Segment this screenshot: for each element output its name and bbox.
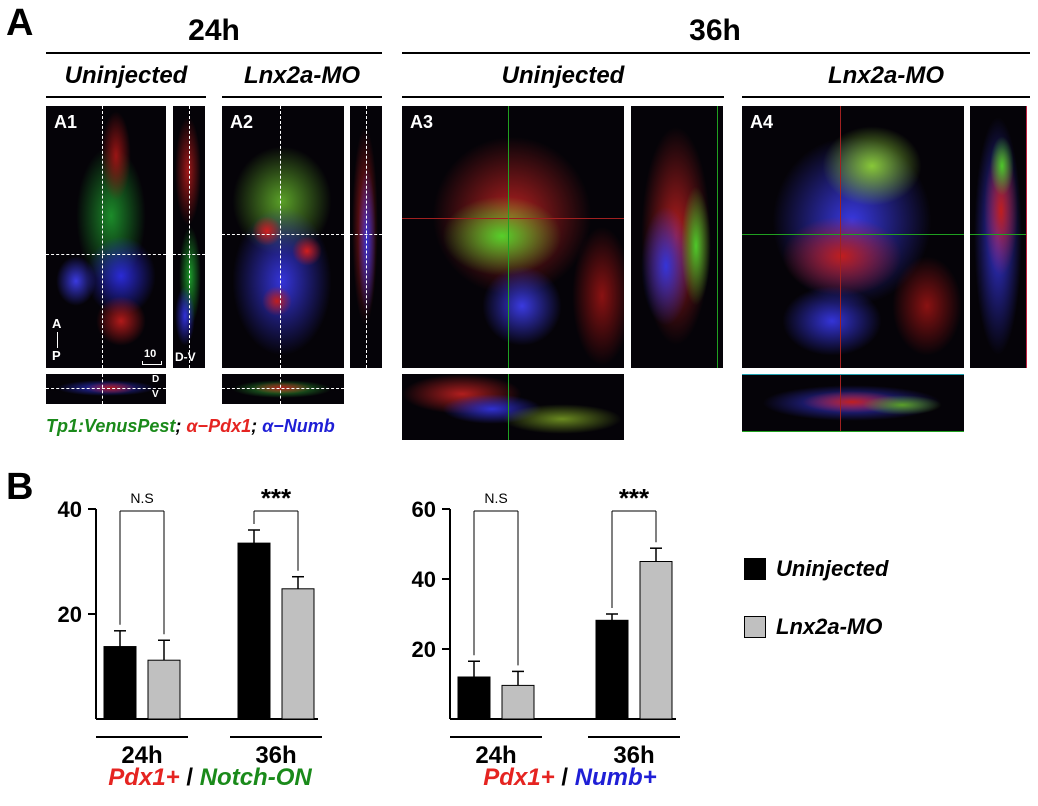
y-tick-label: 60 bbox=[412, 497, 436, 522]
condition-uninjected-24h: Uninjected bbox=[64, 62, 188, 89]
label-a1: A1 bbox=[54, 112, 78, 132]
caption-numb: α−Numb bbox=[262, 416, 335, 436]
category-label: 36h bbox=[613, 742, 654, 769]
xlabel-left-notch: Notch-ON bbox=[199, 764, 312, 791]
timepoint-24h: 24h bbox=[188, 14, 240, 47]
rule-uninjected-24h bbox=[46, 96, 206, 98]
significance-label: *** bbox=[619, 483, 650, 513]
micrograph-a1: A1 A P 10 bbox=[46, 106, 166, 368]
bar-uninjected-36h bbox=[237, 542, 271, 720]
legend-item-mo: Lnx2a-MO bbox=[744, 614, 888, 640]
y-tick-label: 40 bbox=[412, 567, 436, 592]
category-label: 36h bbox=[255, 742, 296, 769]
chart-numb: 20 40 60 N.S 24h *** 36h bbox=[412, 483, 680, 769]
rule-36h bbox=[402, 52, 1030, 54]
micrograph-a2-bottom bbox=[222, 374, 344, 404]
caption-pdx1: α−Pdx1 bbox=[186, 416, 252, 436]
xlabel-right-numb: Numb+ bbox=[574, 764, 657, 791]
micrograph-a4-side bbox=[970, 106, 1027, 368]
legend-item-uninjected: Uninjected bbox=[744, 556, 888, 582]
axis-arrow bbox=[57, 332, 58, 348]
micrograph-a3-bottom bbox=[402, 374, 624, 440]
bar-uninjected-24h bbox=[457, 676, 491, 720]
legend-swatch-uninjected bbox=[744, 558, 766, 580]
label-a3: A3 bbox=[410, 112, 434, 132]
rule-mo-24h bbox=[222, 96, 382, 98]
legend-label-uninjected: Uninjected bbox=[776, 556, 889, 581]
condition-mo-36h: Lnx2a-MO bbox=[827, 62, 944, 89]
bar-uninjected-24h bbox=[103, 646, 137, 720]
xlabel-left-pdx1: Pdx1+ bbox=[108, 764, 180, 791]
significance-label: N.S bbox=[484, 490, 507, 506]
v-label: V bbox=[152, 389, 159, 400]
bar-lnx2a-mo-24h bbox=[147, 659, 181, 720]
micrograph-a2-side bbox=[350, 106, 382, 368]
stain-caption: Tp1:VenusPest; α−Pdx1; α−Numb bbox=[46, 416, 335, 437]
xlabel-left-sep: / bbox=[179, 764, 200, 791]
condition-uninjected-36h: Uninjected bbox=[501, 62, 625, 89]
legend-label-mo: Lnx2a-MO bbox=[776, 614, 883, 639]
timepoint-36h: 36h bbox=[689, 14, 741, 47]
micrograph-a3: A3 bbox=[402, 106, 624, 368]
y-tick-label: 20 bbox=[58, 602, 82, 627]
chart-notch-on: 20 40 N.S 24h *** 36h bbox=[58, 483, 322, 769]
rule-24h bbox=[46, 52, 382, 54]
category-label: 24h bbox=[475, 742, 516, 769]
xlabel-right: Pdx1+ / Numb+ bbox=[420, 764, 720, 792]
significance-label: *** bbox=[261, 483, 292, 513]
micrograph-a3-side bbox=[631, 106, 723, 368]
caption-venus: Tp1:VenusPest bbox=[46, 416, 176, 436]
bar-lnx2a-mo-36h bbox=[639, 561, 673, 720]
caption-sep1: ; bbox=[175, 416, 182, 436]
bar-uninjected-36h bbox=[595, 619, 629, 720]
micrograph-a1-side: D-V bbox=[173, 106, 205, 368]
panel-letter-b: B bbox=[6, 466, 34, 508]
legend-swatch-mo bbox=[744, 616, 766, 638]
bar-lnx2a-mo-36h bbox=[281, 588, 315, 720]
axis-p-label: P bbox=[52, 348, 61, 363]
y-tick-label: 20 bbox=[412, 637, 436, 662]
d-label: D bbox=[152, 374, 160, 385]
condition-mo-24h: Lnx2a-MO bbox=[243, 62, 360, 89]
scale-label: 10 bbox=[144, 348, 157, 360]
xlabel-right-pdx1: Pdx1+ bbox=[483, 764, 555, 791]
micrograph-a4: A4 bbox=[742, 106, 964, 368]
dv-label: D-V bbox=[175, 350, 196, 364]
bar-lnx2a-mo-24h bbox=[501, 684, 535, 720]
axis-a-label: A bbox=[52, 316, 62, 331]
micrograph-a1-bottom: D V bbox=[46, 374, 166, 404]
xlabel-right-sep: / bbox=[554, 764, 575, 791]
scale-bar bbox=[142, 361, 162, 365]
xlabel-left: Pdx1+ / Notch-ON bbox=[60, 764, 360, 792]
rule-mo-36h bbox=[742, 96, 1030, 98]
legend: Uninjected Lnx2a-MO bbox=[744, 556, 888, 640]
panel-letter-a: A bbox=[6, 2, 34, 44]
micrograph-a4-bottom bbox=[742, 374, 964, 432]
y-tick-label: 40 bbox=[58, 497, 82, 522]
rule-uninjected-36h bbox=[402, 96, 724, 98]
micrograph-a2: A2 bbox=[222, 106, 344, 368]
significance-label: N.S bbox=[130, 490, 153, 506]
caption-sep2: ; bbox=[251, 416, 258, 436]
label-a4: A4 bbox=[750, 112, 774, 132]
label-a2: A2 bbox=[230, 112, 254, 132]
category-label: 24h bbox=[121, 742, 162, 769]
